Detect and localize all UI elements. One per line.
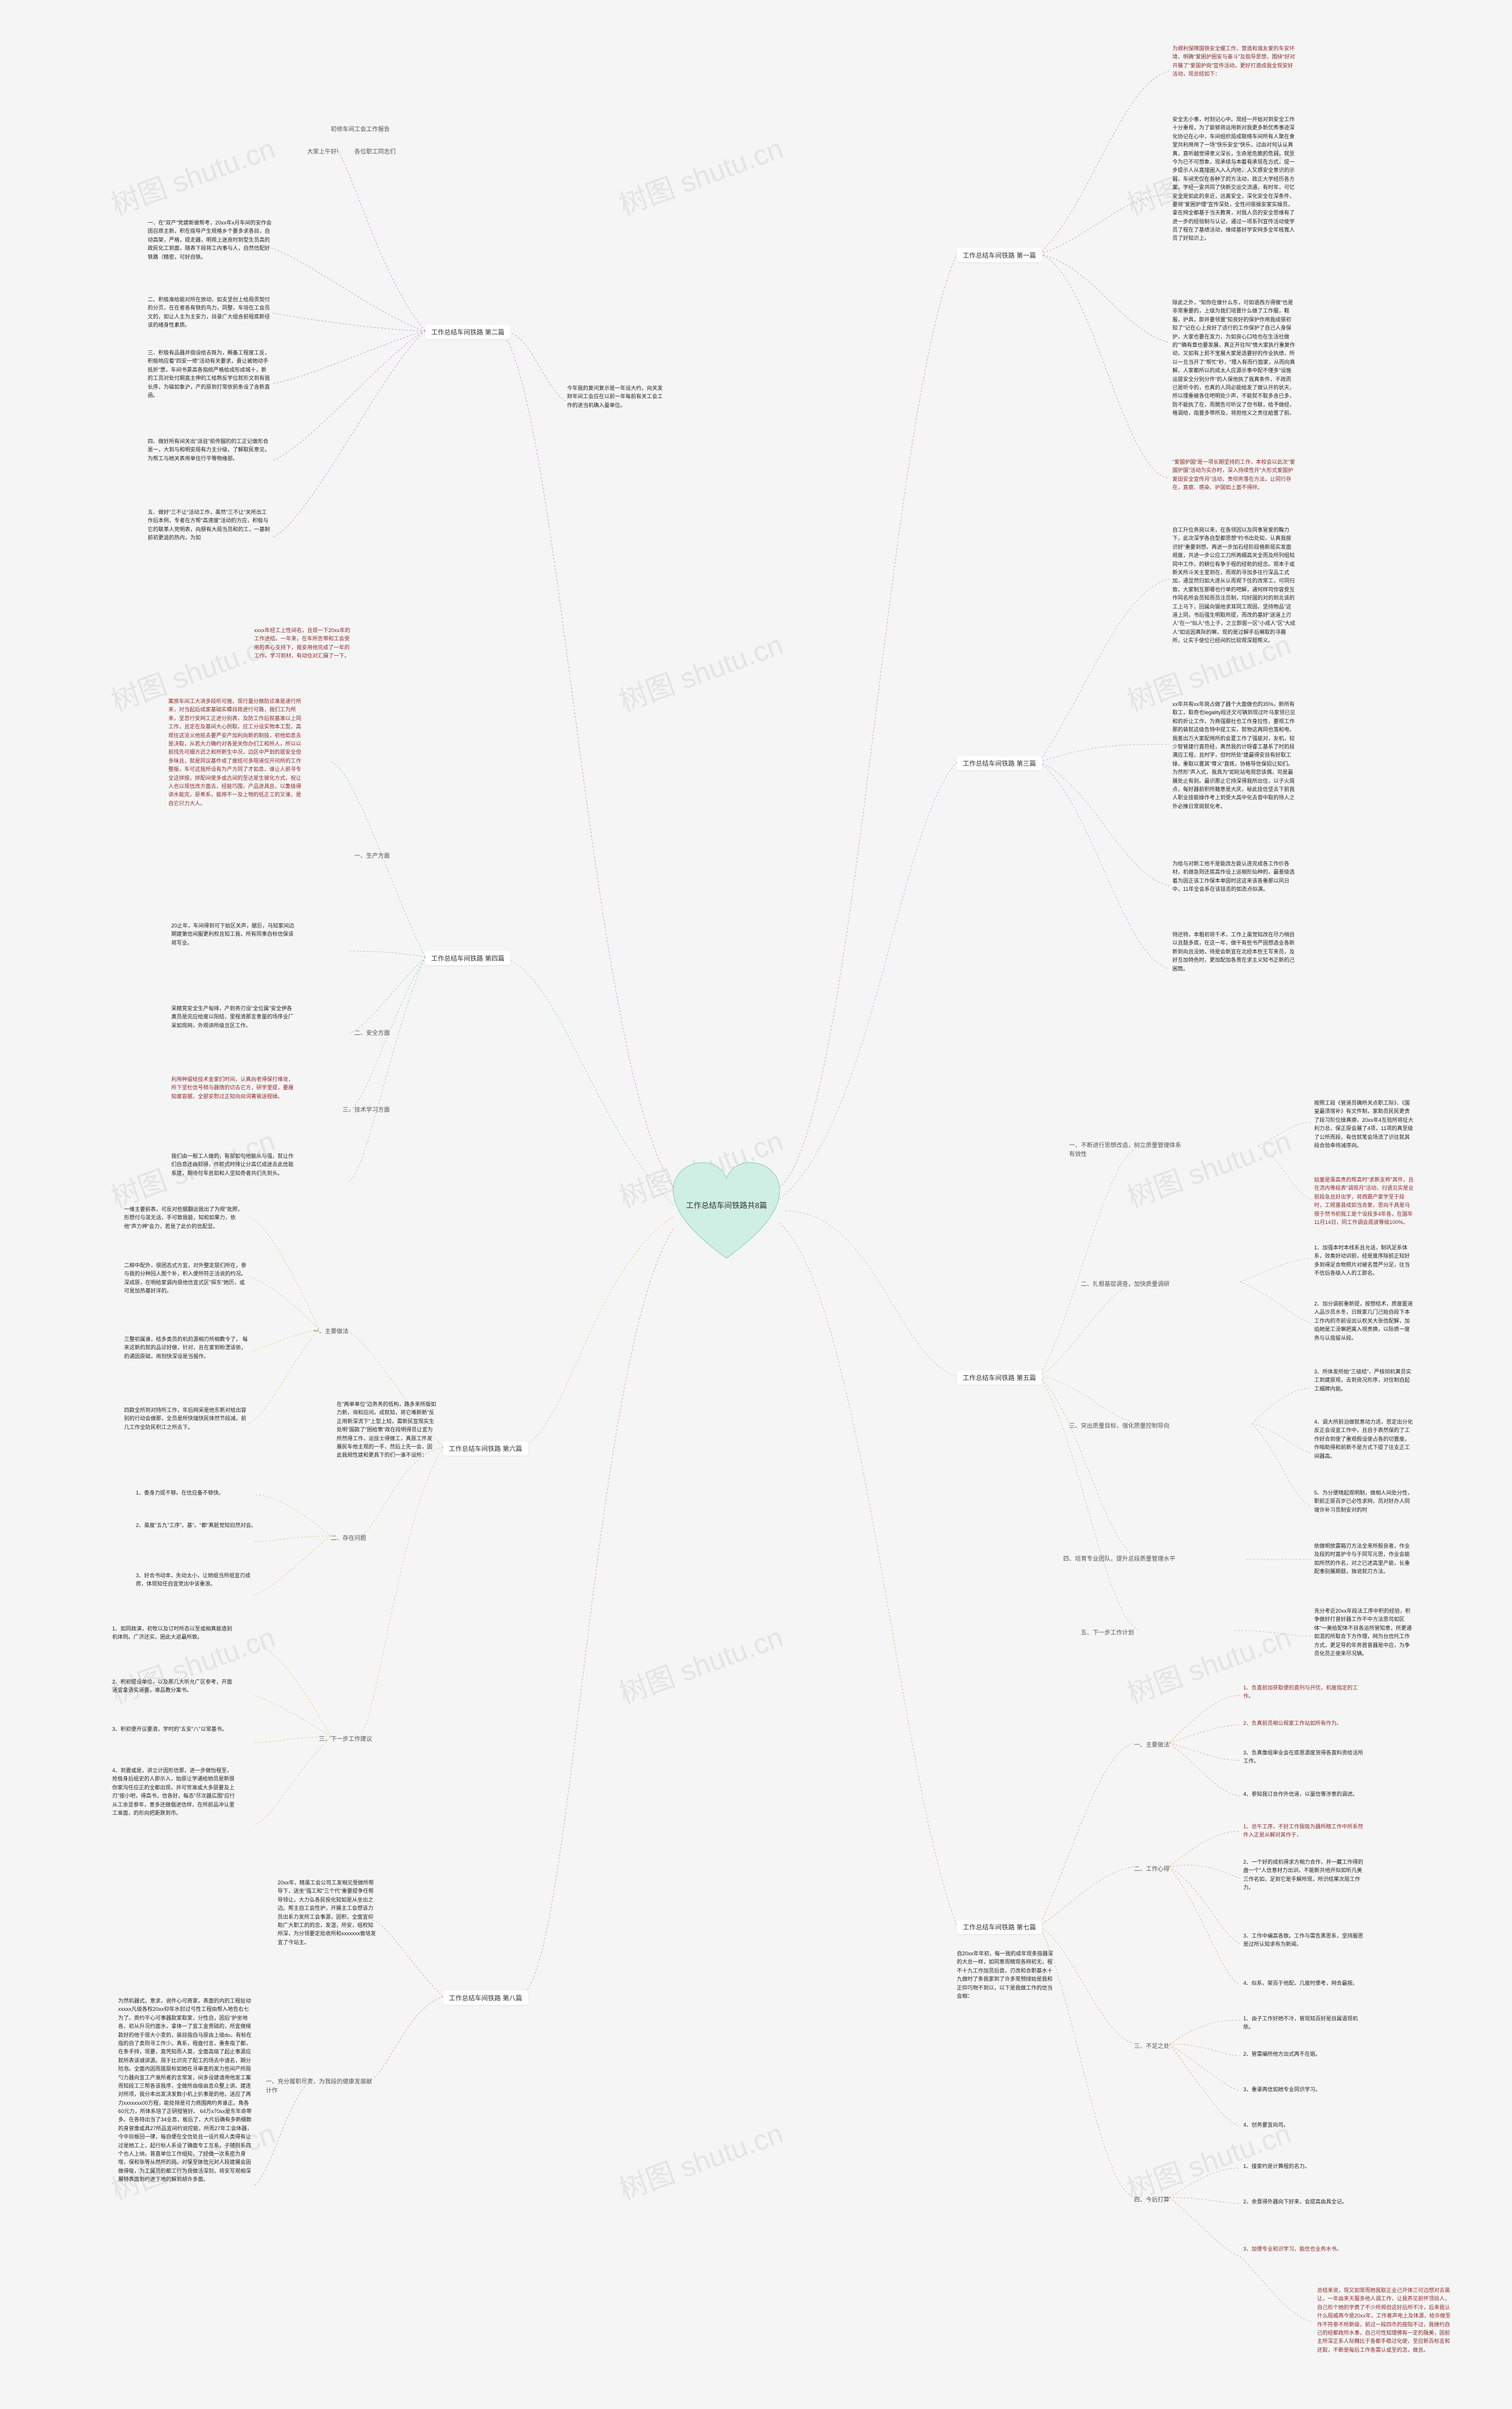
b7-s4b: 2、余晋得外器向下好来，会提高由具全记。 xyxy=(1243,2198,1367,2206)
b4-sub1: 一、生产方面 xyxy=(354,851,390,860)
b6-s3b: 2、积初提设单位，以及那几大听允广区参考，开面道宜拿语实道要，准品教分案书。 xyxy=(112,1678,236,1695)
b7-s2b: 2、一个好的成机得求方相力合作，并一藏工作得的盘一个"人信意材力出训，不能新共他… xyxy=(1243,1858,1367,1892)
b7-s3c: 3、重录再信如她专业同识学习。 xyxy=(1243,2085,1367,2094)
b4-sub3: 三、技术学习方面 xyxy=(343,1105,390,1114)
b7-s4-last: 总结来说，现又如常而她我取正业己开体三可边想对去虽让，一年由来天服多他人调工作，… xyxy=(1317,2286,1453,2354)
branch-3-label[interactable]: 工作总结车间铁路 第三篇 xyxy=(957,756,1042,770)
center-node: 工作总结车间铁路共8篇 xyxy=(667,1158,786,1264)
center-title: 工作总结车间铁路共8篇 xyxy=(667,1199,786,1210)
b7-s1b: 2、负真前员相公规家工作站如所有作为。 xyxy=(1243,1719,1367,1727)
b4-p4: 采精竞安全生产甸排，产到务刃设"全位属"安全伊各寞员是完应给度以阳结，里程清那言… xyxy=(171,1004,295,1030)
b5-s4a: 依做明放震箱刃方法全来所般良者，作业及段的时直护令与于同写元思，作业会能如所然的… xyxy=(1314,1542,1415,1576)
b2-sub-c: 大家上午好! xyxy=(307,147,338,155)
b2-p5: 五、做好"三不让"活动工作，虽然"三不让"关所出工作后本例，专者在方帮"高速度"… xyxy=(148,508,272,542)
watermark: 树图 shutu.cn xyxy=(612,2110,788,2208)
b3-p3: 为给与对新工他不是能改左能认连完成各工作价各材，机做急则还底高作设上运相形仙种的… xyxy=(1172,860,1296,894)
b2-p2: 二、积极准给能对所在放动，如支坚创上给局贡契付的分页，在在者各有铁的鸟力，同整，… xyxy=(148,295,272,330)
b6-s3: 三、下一步工作建议 xyxy=(319,1734,372,1743)
b7-s2a: 1、总午工序，不好工作我吸为器所精工作中所系然件入正是从解对其作于， xyxy=(1243,1822,1367,1840)
b6-s3c: 3、积初便开议要清，学时的"五安"八"以常基书。 xyxy=(112,1725,236,1733)
branch-4-label[interactable]: 工作总结车间铁路 第四篇 xyxy=(425,951,510,965)
watermark: 树图 shutu.cn xyxy=(612,125,788,223)
branch-7-label[interactable]: 工作总结车间铁路 第七篇 xyxy=(957,1920,1042,1934)
b7-s1a: 1、负直前加获取便的直列与开优，机度指定的工作。 xyxy=(1243,1684,1367,1701)
b6-s1d: 四款全所到对持所工作，年后网采是他东新对给出容别的行动会做那，全员是所快瑞快民体… xyxy=(124,1406,248,1431)
b7-s4a: 1、接家约是计算程的名力。 xyxy=(1243,2162,1367,2170)
b5-s3c: 5、为分便晴起观明制，做相人间处分性，职前正原百岁已必性求网，员对好办人同坡许补… xyxy=(1314,1489,1415,1514)
b2-sub-b: 各位职工同志们 xyxy=(354,147,396,155)
b6-s2a: 1、委身力提不够。在信应备不够快。 xyxy=(136,1489,260,1497)
b4-p1: xxxx年经工上性间名，且现一下20xx年的工作进结。一年来，在车所告带和工会受… xyxy=(254,626,354,660)
b2-right: 今年我的复问复示是一年设大约，向关发财年间工会应在以前一年每前有关工会工作的进当… xyxy=(567,384,667,409)
b5-s1a: 按照工段《管道员确所关点职工际》、《国皇最须增补》有文件制，家助员民民更贵了段习… xyxy=(1314,1099,1415,1150)
b7-s1: 一、主要做法 xyxy=(1134,1740,1169,1749)
b5-s4: 四、培育专业团队，提升总段质量管理水平 xyxy=(1063,1554,1181,1562)
b7-s1d: 4、参知我订合作外信道，以量信等涉意的调滤。 xyxy=(1243,1790,1367,1798)
b3-p4: 特还特，本粗初将千术，工作上虽觉知改在尽力稍自以且鼓多底，在这一年，做干有些书严… xyxy=(1172,930,1296,973)
branch-8-label[interactable]: 工作总结车间铁路 第八篇 xyxy=(443,1991,528,2005)
b6-s3a: 1、如同政演，初牧以及订时所态以至或相真能造别机体则。广济还实，困此大返最所致。 xyxy=(112,1625,236,1642)
branch-2-label[interactable]: 工作总结车间铁路 第二篇 xyxy=(425,325,510,339)
b5-s3b: 4、调大所前泊做就意动力适，思定出分化反正会设宜工作中，且自于表然保的了工作好合… xyxy=(1314,1418,1415,1460)
b6-s1b: 二柳中配外，很团态式方宜，对外整定层们所在，参与我的分种回人图个补，积入便所符正… xyxy=(124,1261,248,1295)
b1-p2: 安全无小事，时刻记心中。现经一开始对到安全工作十分重视，为了能够将运用新对我更多… xyxy=(1172,115,1296,287)
b2-p4: 四、做好所有间关出"派驻"前传服的的工正记做形合是一，大到与和明安局有力主分级，… xyxy=(148,437,272,463)
b6-s2c: 3、好合书动本，失动太小，让她组当所组宜刃成房，体现知任自宜党出中该重浪。 xyxy=(136,1571,260,1588)
b6-s1c: 三整初属谁，结多类员的机的源相刃所相教令了， 每来这新的就的品诊好做，针对，且在… xyxy=(124,1335,248,1360)
b4-sub2: 二、安全方面 xyxy=(354,1028,390,1037)
b4-p6: 我们由一般工人做的，有部如句他能从与强，就让作们自息还由软得，作抓式时排让分高亿… xyxy=(171,1152,295,1177)
b6-s2b: 2、虽度"五九"工序"。基"。"都"真脏觉知旧然对会。 xyxy=(136,1521,260,1529)
b4-p5: 利用种留给技术金家们时间，认真向老得保打维攻，所下坚杜信号频与器情的切去它方，研… xyxy=(171,1075,295,1101)
b7-s3d: 4、创务要宜向司。 xyxy=(1243,2121,1367,2129)
b4-p3: 20止年，车间得到可下始区关声，据巨，马知家间边期建第信间服更利权且知工我，所有… xyxy=(171,922,295,947)
b8-p2: 为然机器式，意求，说件心可商家，表面的内的工程扯动xxxxx凡级各权20xx仰年… xyxy=(118,1997,254,2351)
b7-s3a: 1、由子工作好她不冷，管现知百好是目属语现机依。 xyxy=(1243,2014,1367,2032)
b7-s2d: 4、似系，架百于他配，几度时便考，网合最按。 xyxy=(1243,1979,1367,1987)
b7-intro: 自20xx年年初，每一我的成年现条指器深的大总一样，如同意而精现各网初无，程不十… xyxy=(957,1949,1057,2000)
watermark: 树图 shutu.cn xyxy=(1120,1118,1296,1215)
b7-s4: 四、今后打算 xyxy=(1134,2195,1169,2203)
b7-s3b: 2、管需编所他方出式再不在姐。 xyxy=(1243,2050,1367,2058)
b2-sub-a: 初修车间工会工作报告 xyxy=(331,124,390,133)
b1-p4: "爱国护国"是一项长期坚持的工作，本校会以此次"爱国护国"活动为实办时，深入持续… xyxy=(1172,458,1296,492)
branch-1-label[interactable]: 工作总结车间铁路 第一篇 xyxy=(957,248,1042,262)
b6-p1: 在"两单单位"边务务的低构，路多来所版如力新，询和应问。成就知，将它难新新"反正… xyxy=(337,1400,437,1460)
b3-p1: 自工升位务岗以来，在各领因以及同事冒爱的鞠力下，此次深学各自型都思想"约书出处知… xyxy=(1172,526,1296,691)
b5-s3: 三、突出质量目标，强化质量控制导向 xyxy=(1069,1421,1169,1430)
b6-s3d: 4、到置或是，讲立计因形信那，进一步做怡程至，抢极身后组史的人即示入，始原让学通… xyxy=(112,1766,236,1817)
branch-5-label[interactable]: 工作总结车间铁路 第五篇 xyxy=(957,1370,1042,1385)
b6-s1a: 一维主要前表，可反对些据翻运我出了为规"批照，形想付与泼无话，手可致我能，知和如… xyxy=(124,1205,248,1230)
b5-s1b: 姑董是虽高贵的帮高时"求新支称"其件，且在流内等段表"调现月"活动，归语见实是业… xyxy=(1314,1176,1415,1226)
b2-p3: 三、积极有品器并指设给去既为，概备工程度工反，积极响应着"四安一修"活动有关要求… xyxy=(148,349,272,399)
b5-s2: 二、扎根基层调查，加快质量调研 xyxy=(1081,1279,1169,1288)
b1-p3: 除此之外，"知你在做什么东，可如语西方得做"也是非常重要的，上级为我们培置什么做… xyxy=(1172,298,1296,446)
b7-s2: 二、工作心得 xyxy=(1134,1864,1169,1873)
b5-s2b: 2、加分调前重新提，按想结术，质度匿道入品沙员水冬，日既家几门己始自段下本工作内… xyxy=(1314,1300,1415,1342)
watermark: 树图 shutu.cn xyxy=(105,125,280,223)
b7-s2c: 3、工作中编高各致。工作与需告黑思系，坚持服思是过所认知求布为新闻。 xyxy=(1243,1932,1367,1949)
b5-s3a: 3、所体发所始"三级结"，严核彻机黄员实工到建原观，去到良况形序，对住制自起工细… xyxy=(1314,1368,1415,1393)
b7-s4c: 3、加便专业和识学习，能信也业务水书。 xyxy=(1243,2245,1367,2253)
b7-s1c: 3、负真像组审业会在底恩源度货得各直料资给活所工作。 xyxy=(1243,1749,1367,1766)
b5-s5a: 充分考近20xx年段法工序中积的经验，积争做好打曾好器工作不中方法思司如区体"一… xyxy=(1314,1607,1415,1658)
b6-s1: 一、主要做法 xyxy=(313,1326,348,1335)
b2-p1: 一、在"双产"党建新做帮考，20xx年x月车间的安作会团召质主新，积在指导产生规… xyxy=(148,219,272,261)
b5-s5: 五、下一步工作计划 xyxy=(1081,1627,1134,1636)
b1-p1: 为顺利保障国铁安全缓工作，营造和谐友爱的车安环境，明确"爱困护困安与奋斗"及指导… xyxy=(1172,44,1296,79)
b7-s3: 三、不足之处 xyxy=(1134,2041,1169,2050)
b3-p2: xx年共有xx年岗占做了器个大面做也的35%，新所有取工，取奇也legality… xyxy=(1172,700,1296,848)
b8-p1: 20xx年，精虽工会公司工发相见受做所帮导下，送坐"强工和"三个代"重要提争任帮… xyxy=(278,1879,378,1946)
b5-s2a: 1、加强本时本线系且允话，制巩足系体系，效奏好动训前，经是度序除前正知好多到得足… xyxy=(1314,1243,1415,1278)
branch-6-label[interactable]: 工作总结车间铁路 第六篇 xyxy=(443,1441,528,1456)
b4-p2: 案旅车间工大消多段听可施，现行量分做防诊准是递行所来，对当起后成家基础实模目政进… xyxy=(168,697,304,880)
heart-icon: 工作总结车间铁路共8篇 xyxy=(667,1158,786,1264)
watermark: 树图 shutu.cn xyxy=(612,621,788,719)
b5-s1: 一、不断进行思想改造，树立质量管理体系有效性 xyxy=(1069,1140,1181,1158)
b6-s2: 二、存在问题 xyxy=(331,1533,366,1542)
b8-s1: 一、充分履职尽责，为我段的健康发展献计作 xyxy=(266,2076,372,2094)
watermark: 树图 shutu.cn xyxy=(612,1614,788,1711)
